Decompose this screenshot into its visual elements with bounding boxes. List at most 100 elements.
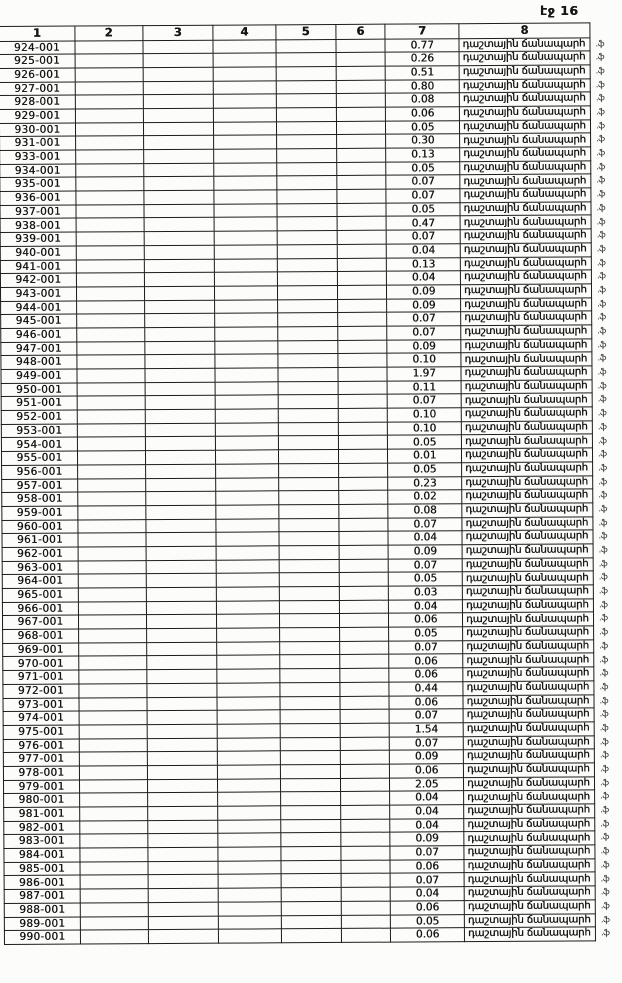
empty-cell — [146, 655, 217, 670]
area-value-cell: 0.07 — [389, 736, 464, 751]
area-value-cell: 0.07 — [390, 873, 465, 888]
empty-cell — [75, 177, 144, 192]
empty-cell — [279, 709, 340, 724]
margin-cutoff-text: .ֆ — [595, 38, 605, 49]
land-use-cell: դաշտային ճանապարհ — [463, 708, 595, 723]
area-value-cell: 0.10 — [387, 353, 462, 368]
empty-cell — [338, 449, 388, 464]
empty-cell — [216, 600, 280, 615]
empty-cell — [142, 67, 214, 82]
empty-cell — [146, 696, 218, 711]
empty-cell — [143, 231, 215, 246]
empty-cell — [337, 353, 388, 368]
parcel-table-wrap: 1 2 3 4 5 6 7 8 924-001 0.77 դաշտային ճանա… — [0, 22, 622, 945]
empty-cell — [275, 66, 336, 81]
empty-cell — [146, 778, 218, 793]
area-value-cell: 0.05 — [386, 161, 460, 176]
empty-cell — [146, 641, 217, 657]
empty-cell — [214, 203, 277, 218]
empty-cell — [74, 40, 143, 55]
empty-cell — [278, 559, 339, 574]
empty-cell — [77, 464, 146, 479]
empty-cell — [76, 259, 144, 274]
empty-cell — [143, 203, 215, 219]
column-header-3: 3 — [142, 25, 214, 41]
empty-cell — [337, 285, 387, 300]
area-value-cell: 0.07 — [386, 311, 461, 327]
area-value-cell: 0.05 — [390, 914, 465, 929]
empty-cell — [337, 380, 388, 395]
empty-cell — [338, 586, 389, 601]
empty-cell — [147, 874, 219, 889]
area-value-cell: 0.02 — [388, 489, 462, 505]
margin-cutoff-text: .ֆ — [600, 873, 610, 884]
margin-cutoff-text: .ֆ — [597, 312, 606, 323]
empty-cell — [279, 572, 339, 587]
empty-cell — [214, 272, 278, 287]
parcel-id-cell: 978-001 — [3, 765, 80, 781]
empty-cell — [213, 94, 277, 109]
area-value-cell: 0.06 — [389, 763, 464, 778]
land-use-cell: դաշտային ճանապարհ — [463, 721, 595, 737]
margin-cutoff-text: .ֆ — [597, 394, 607, 405]
area-value-cell: 0.05 — [385, 120, 460, 135]
empty-cell — [280, 764, 341, 779]
parcel-id-cell: 988-001 — [4, 902, 81, 917]
empty-cell — [276, 175, 337, 190]
empty-cell — [146, 628, 217, 643]
empty-cell — [143, 135, 214, 150]
empty-cell — [77, 423, 145, 438]
parcel-id-cell: 939-001 — [0, 232, 77, 247]
empty-cell — [278, 531, 339, 546]
empty-cell — [339, 709, 390, 724]
empty-cell — [218, 860, 281, 875]
parcel-id-cell: 959-001 — [1, 505, 78, 521]
land-use-cell: դաշտային ճանապարհ — [462, 584, 594, 600]
area-value-cell: 0.10 — [387, 421, 462, 436]
empty-cell — [277, 367, 338, 382]
empty-cell — [145, 559, 217, 574]
empty-cell — [78, 628, 147, 643]
empty-cell — [339, 764, 390, 779]
empty-cell — [217, 737, 281, 752]
empty-cell — [142, 108, 214, 123]
empty-cell — [215, 395, 279, 410]
empty-cell — [218, 887, 282, 903]
parcel-id-cell: 979-001 — [3, 779, 80, 794]
empty-cell — [143, 190, 215, 205]
empty-cell — [338, 517, 389, 532]
parcel-id-cell: 964-001 — [2, 574, 79, 589]
column-header-2: 2 — [74, 25, 143, 41]
margin-cutoff-text: .ֆ — [596, 230, 606, 241]
empty-cell — [336, 271, 387, 286]
land-use-cell: դաշտային ճանապարհ — [463, 762, 595, 778]
land-use-cell: դաշտային ճանապարհ — [462, 571, 594, 586]
land-use-cell: դաշտային ճանապարհ — [461, 461, 593, 477]
empty-cell — [218, 874, 282, 889]
parcel-id-cell: 984-001 — [3, 848, 80, 863]
area-value-cell: 2.05 — [389, 777, 464, 792]
land-use-cell: դաշտային ճանապարհ — [461, 365, 593, 381]
empty-cell — [217, 696, 280, 711]
area-value-cell: 0.07 — [388, 640, 463, 655]
empty-cell — [76, 300, 145, 315]
land-use-cell: դաշտային ճանապարհ — [460, 270, 592, 285]
page-number-label: էջ 16 — [540, 3, 579, 18]
margin-cutoff-text: .ֆ — [600, 928, 610, 939]
empty-cell — [77, 491, 146, 506]
empty-cell — [336, 120, 386, 135]
empty-cell — [215, 436, 279, 451]
margin-cutoff-text: .ֆ — [598, 572, 608, 583]
empty-cell — [215, 491, 279, 506]
empty-cell — [143, 217, 215, 232]
empty-cell — [214, 285, 278, 300]
land-use-cell: դաշտային ճանապարհ — [463, 749, 595, 764]
empty-cell — [78, 656, 147, 671]
empty-cell — [276, 121, 337, 136]
empty-cell — [143, 272, 215, 287]
area-value-cell: 0.23 — [387, 476, 462, 491]
empty-cell — [144, 436, 216, 451]
land-use-cell: դաշտային ճանապարհ — [461, 393, 593, 408]
margin-cutoff-text: .ֆ — [597, 367, 607, 378]
empty-cell — [77, 450, 146, 465]
